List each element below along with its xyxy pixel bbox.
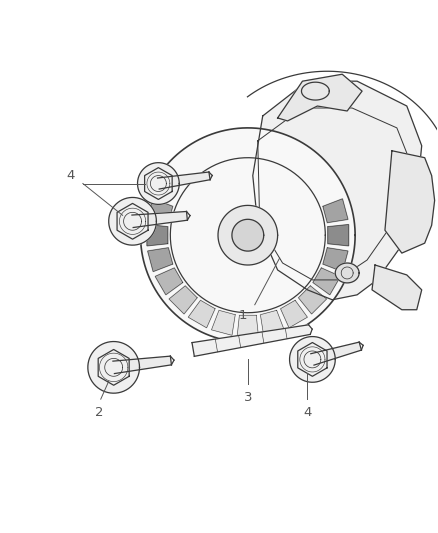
Text: 4: 4 — [303, 406, 311, 418]
Polygon shape — [109, 197, 156, 245]
Polygon shape — [323, 248, 348, 271]
Polygon shape — [145, 168, 172, 199]
Polygon shape — [148, 199, 173, 223]
Polygon shape — [311, 342, 361, 365]
Polygon shape — [98, 350, 129, 385]
Polygon shape — [253, 81, 422, 300]
Polygon shape — [328, 224, 349, 246]
Polygon shape — [278, 74, 362, 121]
Polygon shape — [298, 343, 327, 376]
Polygon shape — [313, 268, 340, 295]
Polygon shape — [385, 151, 434, 253]
Polygon shape — [117, 204, 148, 239]
Polygon shape — [148, 248, 173, 271]
Polygon shape — [188, 300, 215, 328]
Text: 3: 3 — [244, 391, 252, 403]
Polygon shape — [372, 265, 422, 310]
Polygon shape — [298, 286, 327, 314]
Polygon shape — [192, 325, 310, 357]
Polygon shape — [88, 342, 140, 393]
Polygon shape — [155, 268, 183, 295]
Polygon shape — [132, 212, 187, 228]
Polygon shape — [323, 199, 348, 223]
Text: 2: 2 — [95, 406, 103, 418]
Polygon shape — [113, 356, 171, 374]
Polygon shape — [169, 286, 197, 314]
Polygon shape — [232, 219, 264, 251]
Polygon shape — [147, 224, 168, 246]
Polygon shape — [281, 300, 307, 328]
Text: 4: 4 — [67, 169, 75, 182]
Polygon shape — [141, 128, 355, 343]
Polygon shape — [218, 205, 278, 265]
Polygon shape — [212, 310, 235, 335]
Polygon shape — [237, 315, 258, 336]
Polygon shape — [335, 263, 359, 283]
Polygon shape — [158, 172, 210, 189]
Text: 1: 1 — [239, 309, 247, 322]
Polygon shape — [261, 310, 284, 335]
Polygon shape — [138, 163, 179, 204]
Polygon shape — [290, 336, 335, 382]
